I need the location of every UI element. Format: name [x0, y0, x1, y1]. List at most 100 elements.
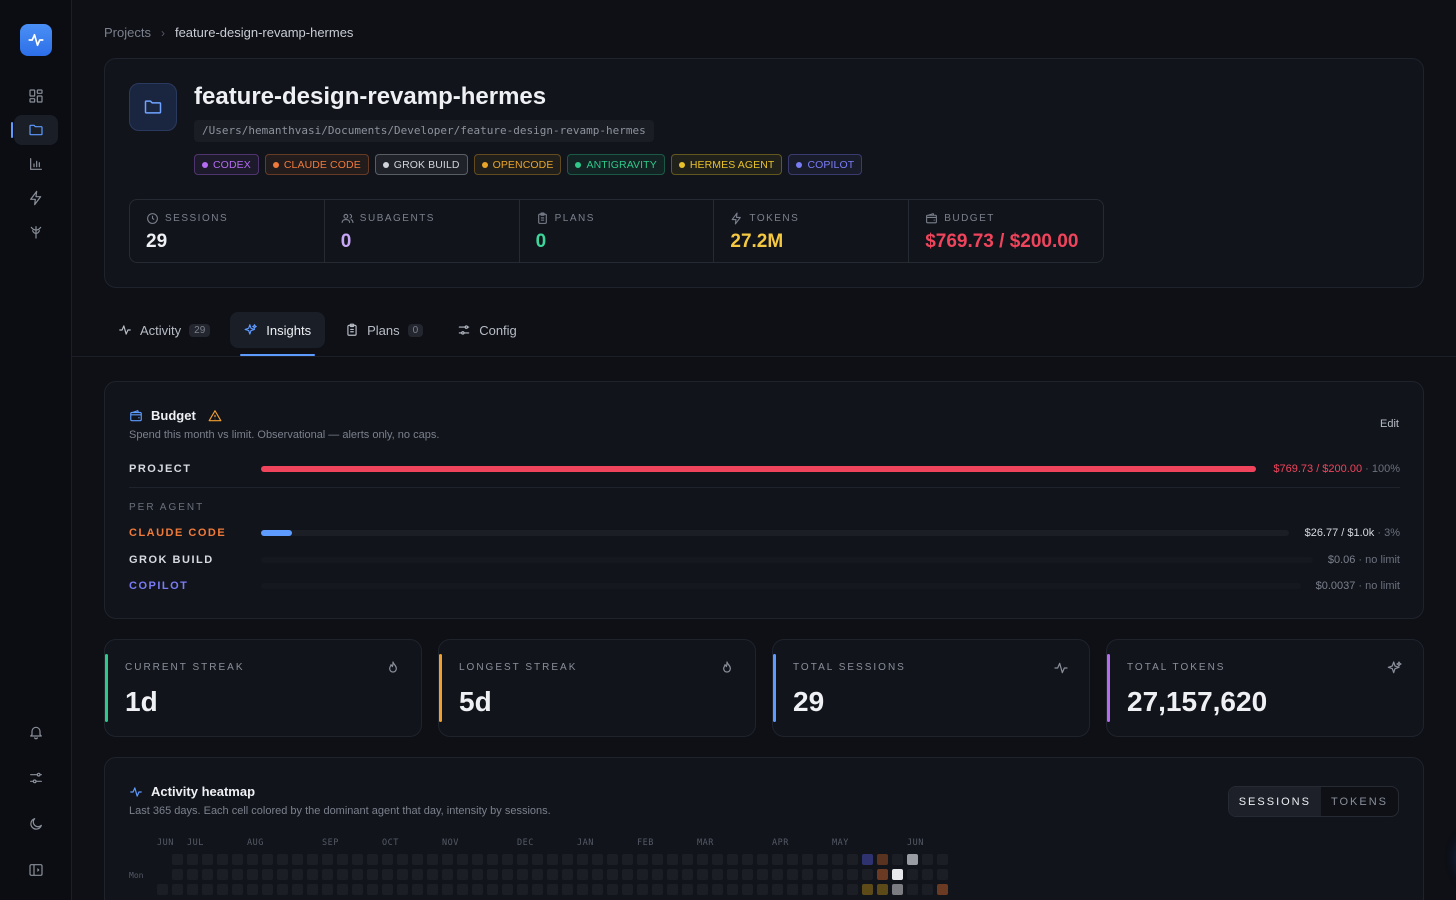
heatmap-cell[interactable] [877, 854, 888, 865]
tab-insights[interactable]: Insights [230, 312, 326, 356]
heatmap-cell[interactable] [712, 884, 723, 895]
heatmap-cell[interactable] [547, 884, 558, 895]
heatmap-cell[interactable] [847, 854, 858, 865]
breadcrumb-projects[interactable]: Projects [104, 25, 151, 40]
heatmap-cell[interactable] [652, 854, 663, 865]
heatmap-cell[interactable] [487, 869, 498, 880]
heatmap-cell[interactable] [322, 869, 333, 880]
heatmap-cell[interactable] [772, 869, 783, 880]
heatmap-cell[interactable] [262, 854, 273, 865]
heatmap-cell[interactable] [637, 854, 648, 865]
heatmap-cell[interactable] [442, 869, 453, 880]
agent-tag[interactable]: COPILOT [788, 154, 863, 175]
heatmap-cell[interactable] [412, 884, 423, 895]
heatmap-cell[interactable] [367, 854, 378, 865]
heatmap-cell[interactable] [352, 884, 363, 895]
heatmap-cell[interactable] [652, 869, 663, 880]
heatmap-cell[interactable] [472, 854, 483, 865]
heatmap-cell[interactable] [337, 869, 348, 880]
heatmap-cell[interactable] [922, 869, 933, 880]
heatmap-cell[interactable] [922, 884, 933, 895]
heatmap-cell[interactable] [817, 869, 828, 880]
heatmap-cell[interactable] [862, 869, 873, 880]
heatmap-cell[interactable] [307, 869, 318, 880]
heatmap-cell[interactable] [487, 854, 498, 865]
tab-plans[interactable]: Plans 0 [331, 312, 437, 348]
heatmap-cell[interactable] [517, 869, 528, 880]
heatmap-cell[interactable] [292, 869, 303, 880]
heatmap-cell[interactable] [352, 869, 363, 880]
heatmap-cell[interactable] [337, 854, 348, 865]
heatmap-cell[interactable] [832, 869, 843, 880]
heatmap-cell[interactable] [157, 884, 168, 895]
heatmap-cell[interactable] [697, 884, 708, 895]
heatmap-cell[interactable] [937, 884, 948, 895]
heatmap-cell[interactable] [862, 854, 873, 865]
heatmap-cell[interactable] [757, 854, 768, 865]
heatmap-cell[interactable] [757, 869, 768, 880]
heatmap-cell[interactable] [352, 854, 363, 865]
heatmap-cell[interactable] [817, 884, 828, 895]
heatmap-cell[interactable] [622, 854, 633, 865]
heatmap-cell[interactable] [517, 854, 528, 865]
heatmap-cell[interactable] [877, 884, 888, 895]
heatmap-cell[interactable] [937, 869, 948, 880]
heatmap-cell[interactable] [802, 884, 813, 895]
heatmap-cell[interactable] [607, 869, 618, 880]
heatmap-cell[interactable] [502, 884, 513, 895]
heatmap-cell[interactable] [547, 869, 558, 880]
heatmap-cell[interactable] [667, 884, 678, 895]
heatmap-cell[interactable] [802, 869, 813, 880]
heatmap-cell[interactable] [322, 884, 333, 895]
heatmap-cell[interactable] [712, 869, 723, 880]
heatmap-cell[interactable] [667, 854, 678, 865]
heatmap-cell[interactable] [787, 854, 798, 865]
heatmap-cell[interactable] [682, 884, 693, 895]
nav-notifications[interactable] [14, 717, 58, 747]
heatmap-cell[interactable] [307, 884, 318, 895]
app-logo[interactable] [20, 24, 52, 56]
heatmap-cell[interactable] [877, 869, 888, 880]
heatmap-cell[interactable] [292, 854, 303, 865]
heatmap-cell[interactable] [892, 854, 903, 865]
heatmap-cell[interactable] [817, 854, 828, 865]
heatmap-cell[interactable] [697, 869, 708, 880]
nav-theme[interactable] [14, 809, 58, 839]
nav-automations[interactable] [14, 183, 58, 213]
heatmap-cell[interactable] [547, 854, 558, 865]
heatmap-cell[interactable] [412, 854, 423, 865]
heatmap-cell[interactable] [262, 884, 273, 895]
heatmap-cell[interactable] [277, 884, 288, 895]
heatmap-cell[interactable] [562, 869, 573, 880]
heatmap-cell[interactable] [577, 854, 588, 865]
heatmap-cell[interactable] [592, 869, 603, 880]
heatmap-cell[interactable] [442, 854, 453, 865]
heatmap-cell[interactable] [892, 869, 903, 880]
heatmap-cell[interactable] [232, 869, 243, 880]
heatmap-cell[interactable] [187, 869, 198, 880]
heatmap-cell[interactable] [277, 854, 288, 865]
heatmap-cell[interactable] [247, 884, 258, 895]
heatmap-cell[interactable] [637, 869, 648, 880]
heatmap-cell[interactable] [907, 869, 918, 880]
heatmap-cell[interactable] [532, 869, 543, 880]
heatmap-cell[interactable] [172, 854, 183, 865]
heatmap-cell[interactable] [457, 884, 468, 895]
agent-tag[interactable]: OPENCODE [473, 154, 562, 175]
heatmap-cell[interactable] [442, 884, 453, 895]
heatmap-cell[interactable] [562, 854, 573, 865]
agent-tag[interactable]: CLAUDE CODE [264, 154, 369, 175]
heatmap-cell[interactable] [262, 869, 273, 880]
heatmap-cell[interactable] [622, 884, 633, 895]
toggle-sessions[interactable]: SESSIONS [1228, 787, 1321, 816]
heatmap-cell[interactable] [397, 854, 408, 865]
heatmap-cell[interactable] [277, 869, 288, 880]
heatmap-cell[interactable] [832, 884, 843, 895]
heatmap-cell[interactable] [742, 869, 753, 880]
agent-tag[interactable]: GROK BUILD [374, 154, 468, 175]
edit-budget-button[interactable]: Edit [1380, 418, 1399, 430]
heatmap-cell[interactable] [412, 869, 423, 880]
heatmap-cell[interactable] [517, 884, 528, 895]
heatmap-cell[interactable] [862, 884, 873, 895]
nav-settings[interactable] [14, 763, 58, 793]
